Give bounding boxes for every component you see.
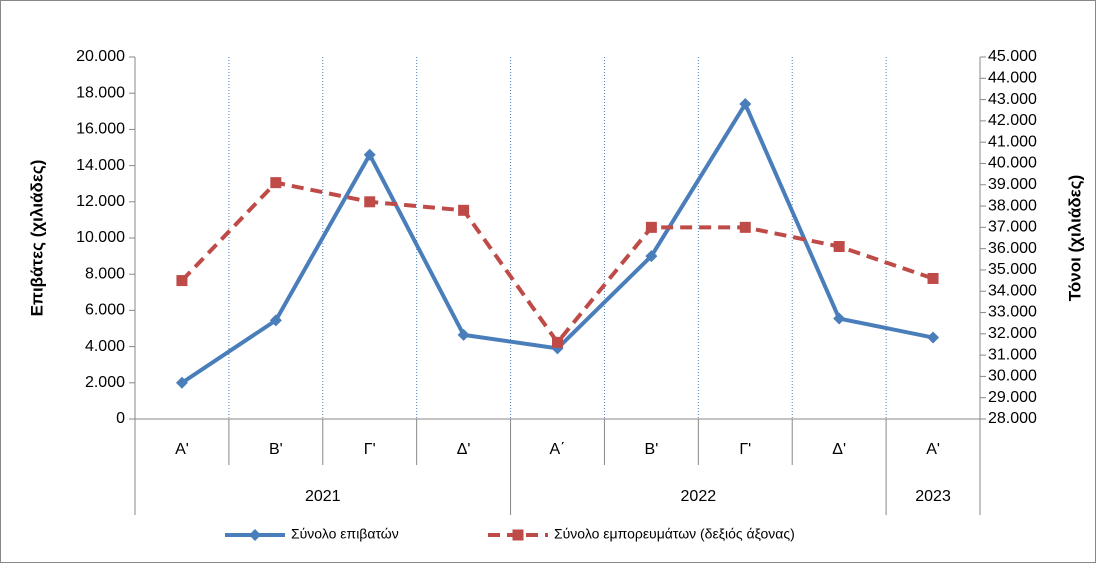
y-tick-label: 12.000: [76, 193, 125, 210]
marker: [552, 336, 563, 348]
x-tick-label: Δ': [457, 441, 471, 458]
y-tick-label: 4.000: [85, 338, 125, 355]
marker: [270, 177, 282, 189]
marker: [175, 376, 188, 389]
x-tick-label: Α΄: [550, 441, 566, 458]
y2-tick-label: 41.000: [988, 133, 1037, 150]
group-label: 2022: [681, 488, 717, 505]
y2-tick-label: 37.000: [988, 219, 1037, 236]
y-tick-label: 10.000: [76, 229, 125, 246]
marker: [833, 241, 845, 253]
x-tick-label: Γ': [364, 441, 376, 458]
y2-tick-label: 45.000: [988, 48, 1037, 65]
x-tick-label: Α': [175, 441, 189, 458]
y2-tick-label: 33.000: [988, 304, 1037, 321]
y2-tick-label: 39.000: [988, 176, 1037, 193]
y2-tick-label: 35.000: [988, 261, 1037, 278]
y-tick-label: 2.000: [85, 374, 125, 391]
marker: [739, 221, 751, 233]
y-tick-label: 6.000: [85, 302, 125, 319]
x-tick-label: Β': [269, 441, 283, 458]
marker: [645, 250, 658, 263]
y-axis-title: Επιβάτες (χιλιάδες): [27, 160, 46, 317]
y2-tick-label: 42.000: [988, 112, 1037, 129]
y2-tick-label: 36.000: [988, 240, 1037, 257]
y2-tick-label: 30.000: [988, 368, 1037, 385]
y2-tick-label: 43.000: [988, 91, 1037, 108]
legend-label: Σύνολο επιβατών: [291, 526, 399, 542]
marker: [176, 275, 188, 287]
y2-tick-label: 28.000: [988, 410, 1037, 427]
marker: [927, 331, 940, 344]
x-tick-label: Β': [645, 441, 659, 458]
y2-axis-title: Τόνοι (χιλιάδες): [1065, 175, 1084, 301]
y-tick-label: 18.000: [76, 84, 125, 101]
x-tick-label: Α': [926, 441, 940, 458]
marker: [645, 221, 657, 233]
y2-tick-label: 32.000: [988, 325, 1037, 342]
marker: [927, 272, 939, 284]
x-tick-label: Δ': [832, 441, 846, 458]
x-tick-label: Γ': [739, 441, 751, 458]
group-label: 2021: [305, 488, 341, 505]
marker: [833, 312, 846, 325]
marker: [739, 98, 752, 111]
marker: [269, 314, 282, 327]
group-label: 2023: [915, 488, 951, 505]
y-tick-label: 14.000: [76, 157, 125, 174]
legend-label: Σύνολο εμπορευμάτων (δεξιός άξονας): [554, 526, 795, 542]
y2-tick-label: 34.000: [988, 282, 1037, 299]
y-tick-label: 8.000: [85, 265, 125, 282]
y-tick-label: 0: [116, 410, 125, 427]
y2-tick-label: 29.000: [988, 389, 1037, 406]
y2-tick-label: 38.000: [988, 197, 1037, 214]
marker: [363, 148, 376, 161]
legend-marker: [249, 529, 261, 541]
y-tick-label: 20.000: [76, 48, 125, 65]
y2-tick-label: 31.000: [988, 346, 1037, 363]
y-tick-label: 16.000: [76, 121, 125, 138]
marker: [458, 204, 470, 216]
y2-tick-label: 44.000: [988, 70, 1037, 87]
marker: [457, 328, 470, 341]
y2-tick-label: 40.000: [988, 155, 1037, 172]
legend-marker: [512, 529, 524, 541]
marker: [364, 196, 376, 208]
